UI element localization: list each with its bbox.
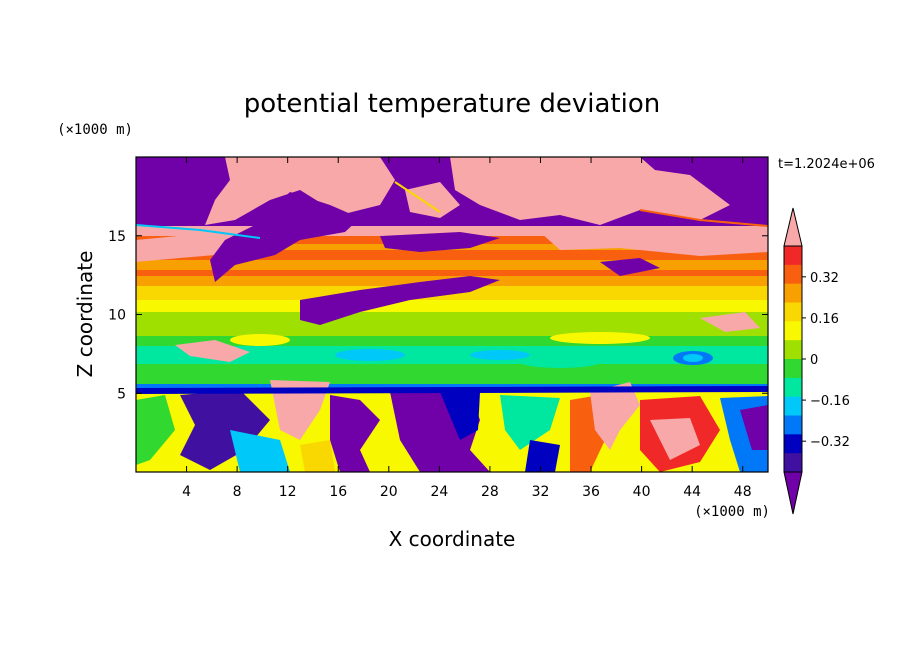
x-axis-title: X coordinate <box>389 527 516 551</box>
x-tick-label: 36 <box>582 484 600 500</box>
x-axis: 4 8 12 16 20 24 28 32 36 40 44 48 <box>182 157 752 500</box>
colorbar-segment <box>784 246 802 266</box>
colorbar-segment <box>784 377 802 398</box>
colorbar-segment <box>784 359 802 379</box>
colorbar-over-arrow <box>783 207 803 247</box>
colorbar-segment <box>784 340 802 360</box>
upper-transition-rim <box>136 181 768 239</box>
x-tick-label: 8 <box>233 484 242 500</box>
colorbar-under-arrow <box>783 471 803 515</box>
colorbar: 0.32 0.16 0 −0.16 −0.32 <box>783 207 850 515</box>
x-tick-label: 16 <box>329 484 347 500</box>
contour-field <box>136 157 768 472</box>
x-unit-label: (×1000 m) <box>694 504 770 520</box>
x-tick-label: 48 <box>734 484 752 500</box>
x-tick-label: 28 <box>481 484 499 500</box>
colorbar-label: −0.32 <box>810 435 850 450</box>
colorbar-segment <box>784 396 802 416</box>
x-tick-label: 24 <box>430 484 448 500</box>
colorbar-segment <box>784 415 802 435</box>
x-tick-label: 12 <box>279 484 297 500</box>
y-tick-label: 5 <box>117 386 126 402</box>
y-axis: 5 10 15 <box>108 229 768 402</box>
upper-cold-patches <box>210 192 660 325</box>
x-tick-label: 40 <box>633 484 651 500</box>
x-tick-label: 4 <box>182 484 191 500</box>
x-tick-label: 32 <box>532 484 550 500</box>
colorbar-segment <box>784 302 802 322</box>
colorbar-segment <box>784 264 802 285</box>
colorbar-label: −0.16 <box>810 394 850 409</box>
colorbar-label: 0.32 <box>810 271 839 286</box>
mid-features <box>175 312 760 368</box>
chart-title: potential temperature deviation <box>244 89 660 119</box>
y-tick-label: 15 <box>108 229 126 245</box>
lower-turbulent-region <box>136 380 768 472</box>
x-tick-label: 20 <box>380 484 398 500</box>
y-tick-label: 10 <box>108 308 126 324</box>
colorbar-segment <box>784 434 802 454</box>
x-tick-label: 44 <box>683 484 701 500</box>
colorbar-segment <box>784 283 802 303</box>
colorbar-segment <box>784 453 802 473</box>
colorbar-label: 0 <box>810 353 818 368</box>
colorbar-label: 0.16 <box>810 312 839 327</box>
y-unit-label: (×1000 m) <box>57 122 133 138</box>
y-axis-title: Z coordinate <box>73 251 97 378</box>
colorbar-segment <box>784 321 802 341</box>
time-annotation: t=1.2024e+06 <box>778 157 875 172</box>
